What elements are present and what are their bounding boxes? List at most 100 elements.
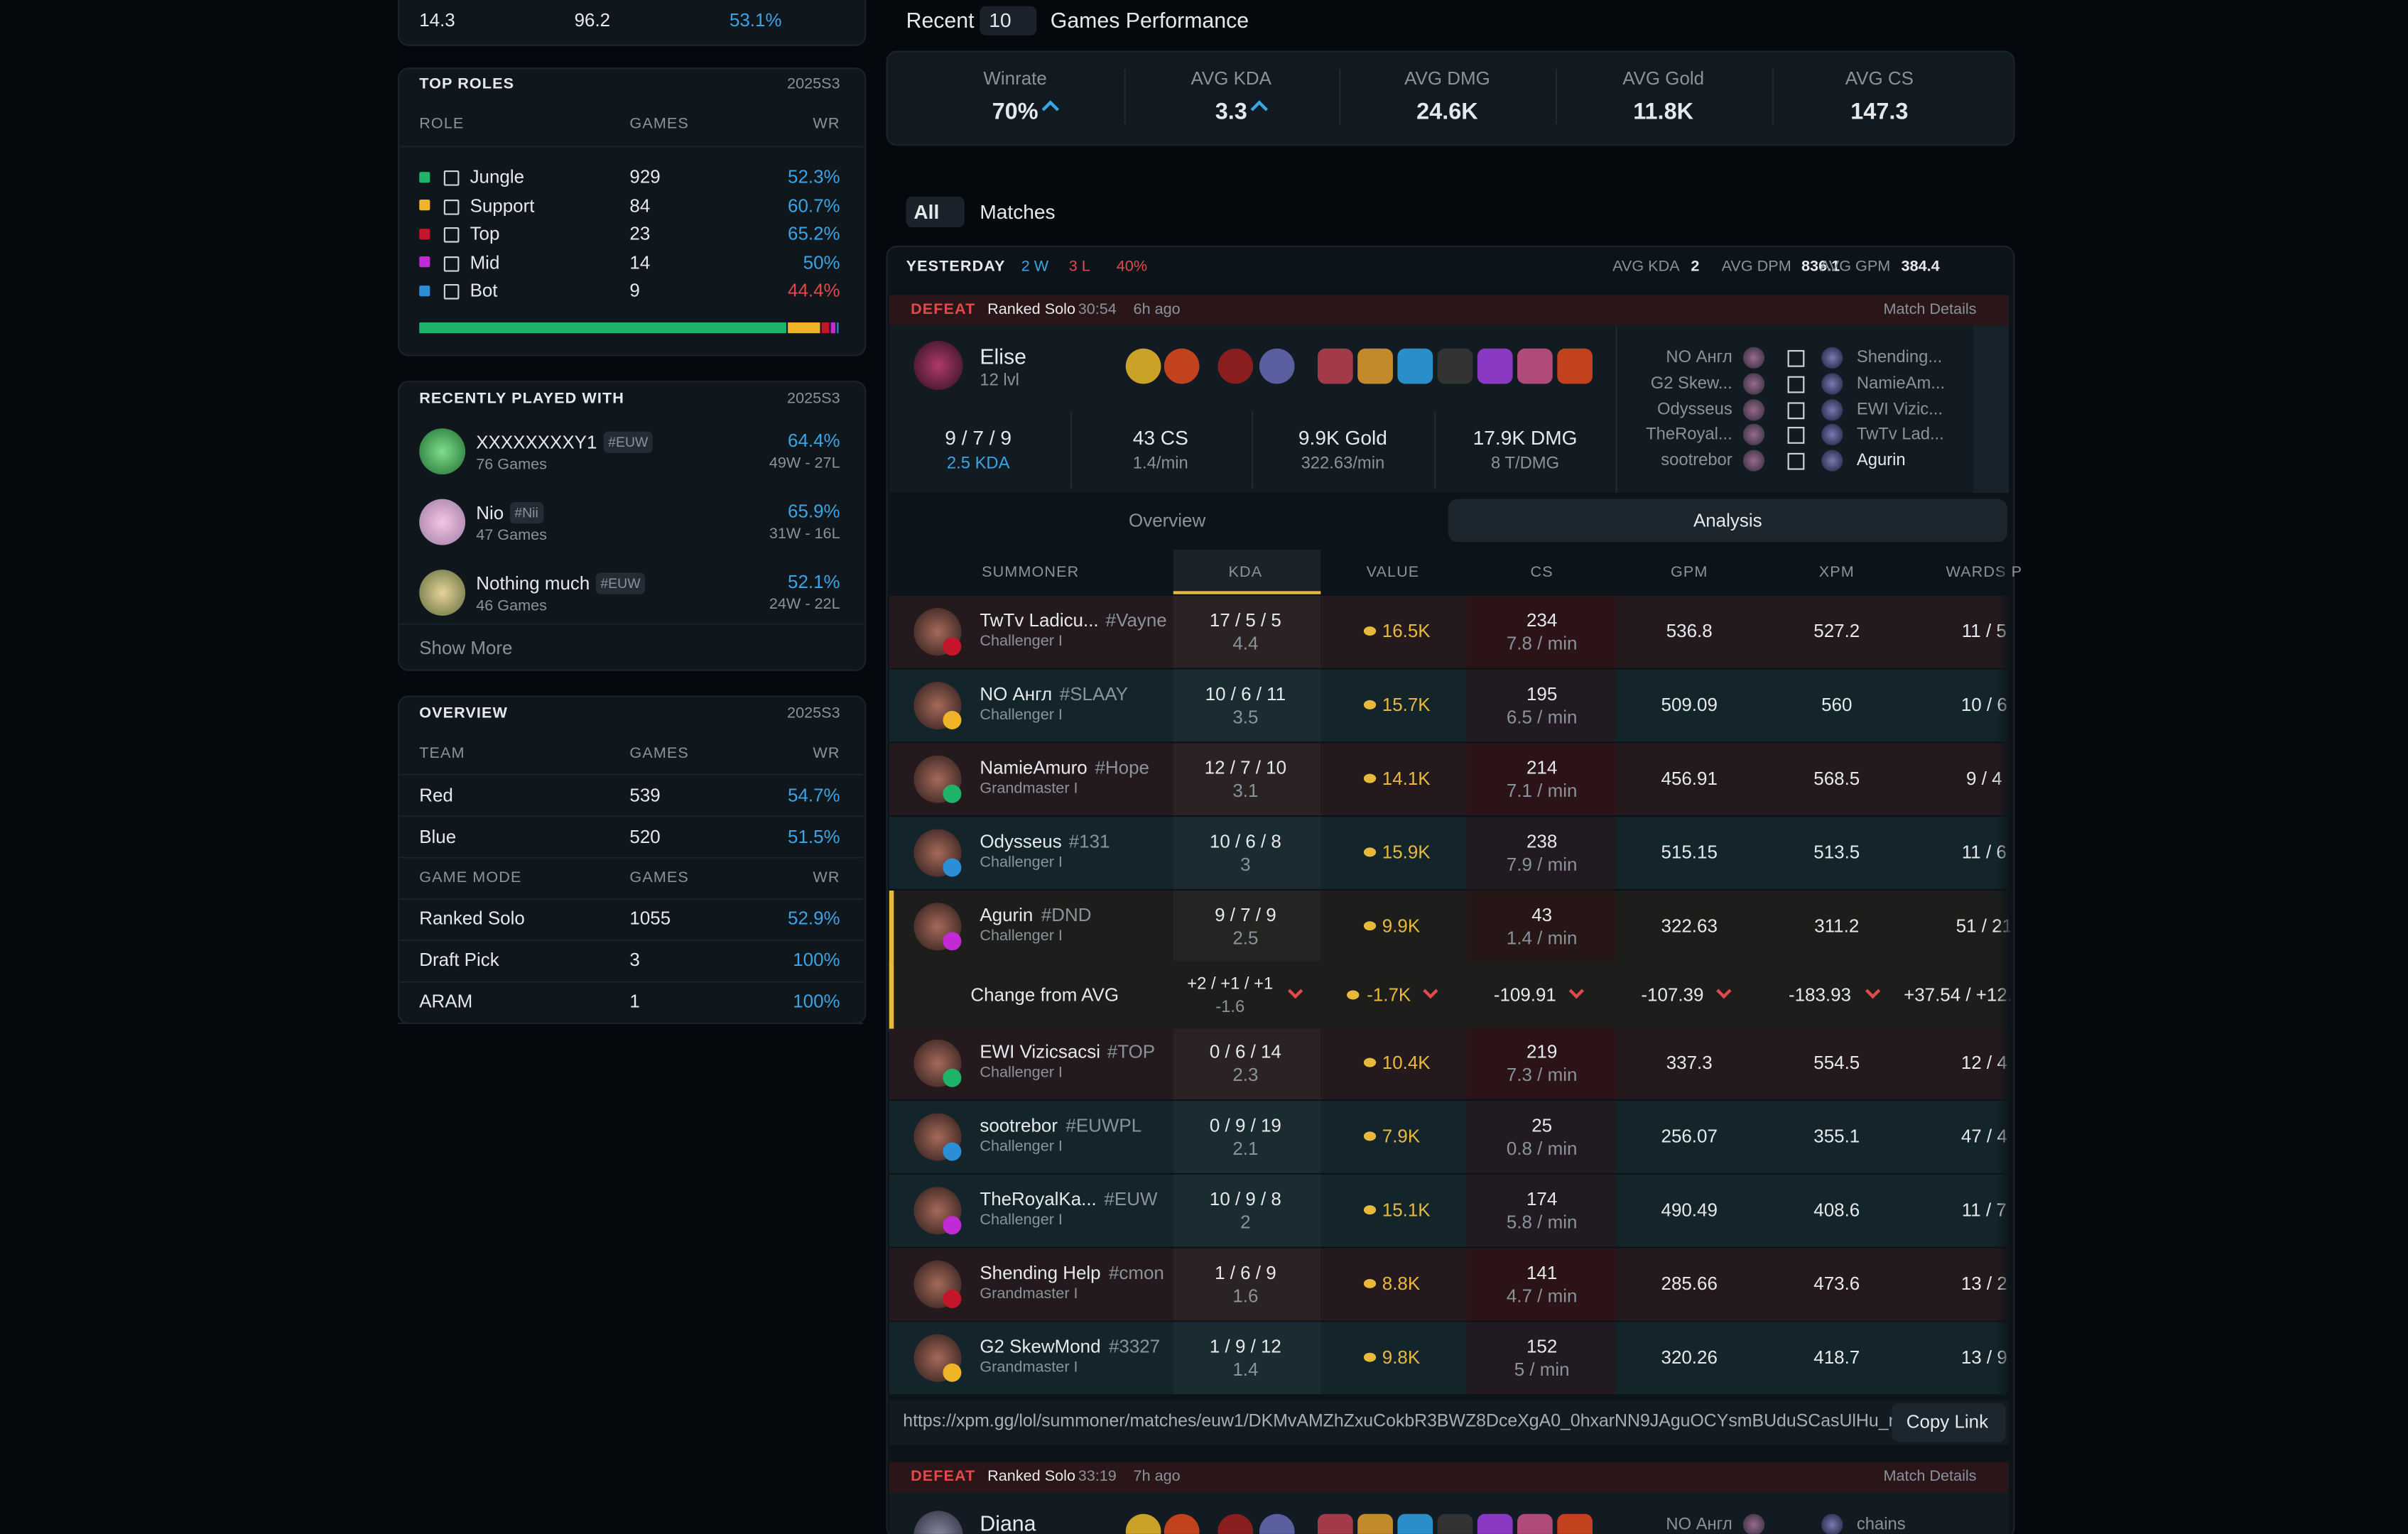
role-name: Bot [470,279,498,301]
table-row [889,669,2009,742]
summoner-name: NO Англ [980,683,1053,705]
stats-card [397,0,867,46]
recent-card [397,381,867,671]
summoner-name: sootrebor [980,1114,1058,1136]
overview-cell: 1055 [629,907,671,930]
day-wins: 2 W [1021,259,1049,276]
filter-select[interactable]: All [913,200,940,224]
item-icon [1397,1513,1433,1534]
column-header: ROLE [419,116,465,134]
role-name: Jungle [470,165,525,187]
player-avatar [419,570,466,616]
cs-cell-bg [1466,1101,1616,1173]
summary-label: AVG Gold [1622,67,1705,89]
match-details[interactable]: Match Details [1883,301,1977,319]
summoner-rank: Challenger I [980,1212,1063,1229]
show-more[interactable]: Show More [419,637,513,659]
overview-cell: 100% [793,949,840,971]
top-roles-card [397,67,867,357]
gold-icon [1363,1278,1377,1288]
table-row [889,1101,2009,1173]
count-select[interactable]: 10 [989,8,1012,32]
tab[interactable]: Analysis [1693,509,1762,532]
role-badge [943,637,962,656]
item-icon [1437,348,1473,384]
tab-active [1448,499,2007,543]
match-details[interactable]: Match Details [1883,1468,1977,1486]
team-player: NamieAm... [1856,374,1946,393]
divider [1123,69,1126,125]
match-stat-sub: 2.5 KDA [946,454,1010,473]
summoner-tag: #DND [1041,904,1092,926]
value: 16.5K [1382,620,1431,642]
role-badge [943,932,962,951]
role-bar [788,322,820,334]
value: 15.9K [1382,841,1431,864]
player-tag: #Nii [509,501,543,524]
copy-link[interactable]: Copy Link [1906,1410,1989,1433]
season: 2025S3 [787,391,840,408]
kda-cell-bg [1173,1027,1321,1099]
item-icon [1357,1513,1393,1534]
table-row [889,1027,2009,1099]
player-tag: #EUW [595,572,646,594]
team-champ [1742,450,1765,472]
team-champ [1742,398,1765,420]
kda-ratio: 3 [1240,854,1251,876]
match-stat-sub: 1.4/min [1132,454,1188,473]
xpm: 311.2 [1814,915,1860,937]
change-value: -1.7K [1367,984,1411,1006]
xpm: 527.2 [1813,620,1860,642]
change-kda: +2 / +1 / +1 [1187,974,1274,994]
item-icon [1317,348,1353,384]
divider [397,773,864,776]
column-header: GAMES [629,116,689,134]
cs: 214 [1526,756,1558,779]
day-losses: 3 L [1068,259,1090,276]
role-dot [419,285,430,296]
summary-value: 147.3 [1850,99,1909,126]
item-icon [1357,348,1393,384]
summoner-rank: Challenger I [980,633,1063,651]
season: 2025S3 [787,76,840,93]
role-badge [943,1142,962,1161]
summoner-name: EWI Vizicsacsi [980,1040,1101,1063]
team-role [1787,376,1805,393]
player-record: 31W - 16L [769,526,840,543]
cs-min: 6.5 / min [1506,706,1578,728]
item-icon [1557,348,1593,384]
player-wr: 65.9% [788,500,840,523]
team-player: TheRoyal... [1646,425,1732,445]
team-player: Shending... [1856,348,1943,367]
tab[interactable]: Overview [1129,509,1206,532]
team-role [1787,349,1805,367]
column-header: GAME MODE [419,869,522,886]
kda: 1 / 6 / 9 [1215,1262,1276,1284]
change-row [889,961,2009,1029]
column-header: GAMES [629,869,689,886]
value: 9.9K [1382,915,1421,937]
xpm: 560 [1821,694,1853,716]
item-icon [1557,1513,1593,1534]
player-record: 24W - 22L [769,596,840,614]
summoner-name: Agurin [980,904,1034,926]
team-champ [1742,372,1765,395]
champion-name: Diana [980,1511,1036,1534]
value: 14.1K [1382,768,1431,790]
table-row [889,817,2009,889]
match-header [889,295,2009,326]
summoner-rank: Challenger I [980,1138,1063,1155]
match-stat: 17.9K DMG [1473,425,1578,450]
overview-cell: 3 [629,949,640,971]
value: 8.8K [1382,1273,1421,1295]
change-wards: +37.54 / +12. [1904,984,2013,1006]
divider [397,623,864,625]
cs: 25 [1531,1114,1553,1136]
divider [1556,69,1558,125]
summoner-name: NamieAmuro [980,756,1088,779]
table-row [889,890,2009,963]
gpm: 515.15 [1661,841,1718,864]
match-result: DEFEAT [911,301,976,319]
column-header: GAMES [629,745,689,763]
